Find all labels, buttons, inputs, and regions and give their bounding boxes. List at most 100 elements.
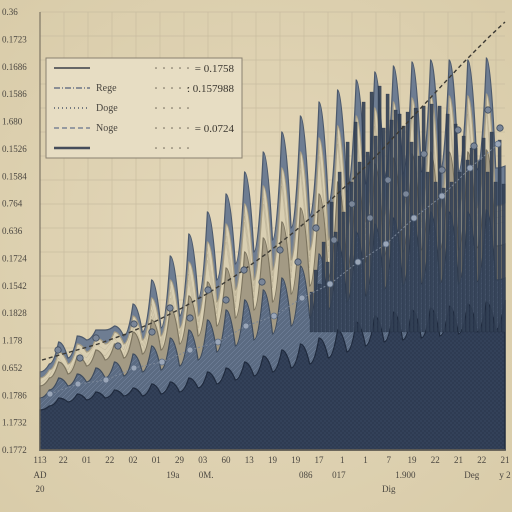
scatter-point: [467, 165, 473, 171]
scatter-point: [271, 313, 277, 319]
legend: = 0.1758 Rege : 0.157988 Doge Noge = 0.0724: [46, 58, 242, 158]
scatter-point: [485, 107, 491, 113]
scatter-point: [495, 141, 501, 147]
x-tick-label: 60: [222, 455, 232, 465]
x-tick-label: 19: [408, 455, 418, 465]
x-tick-label-3: 20: [36, 484, 46, 494]
x-tick-label-2: Deg: [464, 470, 479, 480]
legend-label: Rege: [96, 83, 117, 94]
x-tick-label-2: 086: [299, 470, 313, 480]
chart-svg: 0.36 0.1723 0.1686 0.1586 1.680 0.1526 0.1584 0…: [0, 0, 512, 512]
x-tick-label-2: 0M.: [199, 470, 214, 480]
scatter-point: [313, 225, 319, 231]
y-tick-label: 1.680: [2, 117, 23, 127]
scatter-point: [47, 391, 53, 397]
legend-label: Noge: [96, 123, 118, 134]
x-tick-label: 02: [129, 455, 138, 465]
x-tick-label: 22: [59, 455, 68, 465]
scatter-point: [367, 215, 373, 221]
scatter-point: [215, 339, 221, 345]
x-tick-label: 17: [315, 455, 325, 465]
y-tick-label: 1.178: [2, 336, 23, 346]
scatter-point: [439, 167, 445, 173]
scatter-point: [75, 381, 81, 387]
x-tick-label: 01: [152, 455, 161, 465]
y-tick-label: 0.1772: [2, 445, 27, 455]
x-tick-label: 19: [291, 455, 301, 465]
scatter-point: [93, 335, 99, 341]
scatter-point: [385, 177, 391, 183]
legend-value: = 0.0724: [195, 123, 235, 135]
scatter-point: [205, 287, 211, 293]
scatter-point: [131, 365, 137, 371]
y-tick-label: 0.1724: [2, 253, 27, 263]
vintage-stream-chart: 0.36 0.1723 0.1686 0.1586 1.680 0.1526 0.1584 0…: [0, 0, 512, 512]
y-tick-label: 1.1732: [2, 418, 27, 428]
scatter-point: [403, 191, 409, 197]
scatter-point: [131, 321, 137, 327]
scatter-point: [223, 297, 229, 303]
scatter-point: [149, 329, 155, 335]
scatter-point: [349, 201, 355, 207]
scatter-point: [77, 355, 83, 361]
x-tick-label: 29: [175, 455, 185, 465]
y-tick-label: 0.764: [2, 199, 23, 209]
scatter-point: [411, 215, 417, 221]
x-tick-label-2: AD: [34, 470, 47, 480]
x-tick-label: 19: [268, 455, 278, 465]
y-tick-label: 0.1584: [2, 171, 27, 181]
scatter-point: [471, 143, 477, 149]
legend-label: Doge: [96, 103, 118, 114]
scatter-point: [277, 247, 283, 253]
scatter-point: [187, 347, 193, 353]
x-tick-label: 22: [477, 455, 486, 465]
scatter-point: [241, 267, 247, 273]
scatter-point: [455, 127, 461, 133]
x-tick-label: 1: [340, 455, 345, 465]
x-tick-label: 1: [363, 455, 368, 465]
y-tick-label: 0.36: [2, 7, 18, 17]
x-tick-label: 22: [105, 455, 114, 465]
scatter-point: [103, 377, 109, 383]
scatter-point: [243, 323, 249, 329]
legend-value: : 0.157988: [187, 83, 235, 95]
legend-value: = 0.1758: [195, 63, 235, 75]
x-tick-label: 03: [198, 455, 208, 465]
scatter-point: [497, 125, 503, 131]
x-tick-label: 7: [387, 455, 392, 465]
x-tick-label-3: Dig: [382, 484, 396, 494]
y-tick-label: 0.652: [2, 363, 22, 373]
x-tick-label-2: 1.900: [395, 470, 416, 480]
scatter-point: [295, 259, 301, 265]
y-tick-label: 0.1723: [2, 34, 27, 44]
x-tick-label-2: y 2: [499, 470, 510, 480]
x-tick-label: 13: [245, 455, 255, 465]
x-tick-label: 21: [454, 455, 463, 465]
y-tick-label: 0.1686: [2, 62, 27, 72]
scatter-point: [259, 279, 265, 285]
scatter-point: [331, 237, 337, 243]
scatter-point: [421, 151, 427, 157]
scatter-point: [115, 343, 121, 349]
x-tick-label: 22: [431, 455, 440, 465]
y-tick-label: 0.636: [2, 226, 23, 236]
scatter-point: [383, 241, 389, 247]
y-tick-label: 0.1542: [2, 281, 27, 291]
y-tick-label: 0.1586: [2, 89, 27, 99]
scatter-point: [327, 281, 333, 287]
y-tick-label: 0.1526: [2, 144, 27, 154]
scatter-point: [167, 305, 173, 311]
scatter-point: [355, 259, 361, 265]
scatter-point: [299, 295, 305, 301]
y-tick-label: 0.1828: [2, 308, 27, 318]
scatter-point: [187, 315, 193, 321]
x-tick-label: 21: [501, 455, 510, 465]
x-tick-label: 113: [33, 455, 47, 465]
scatter-point: [159, 359, 165, 365]
y-tick-label: 0.1786: [2, 390, 27, 400]
scatter-point: [55, 347, 61, 353]
x-tick-label-2: 19a: [166, 470, 179, 480]
x-tick-label: 01: [82, 455, 91, 465]
x-tick-label-2: 017: [332, 470, 346, 480]
scatter-point: [439, 193, 445, 199]
